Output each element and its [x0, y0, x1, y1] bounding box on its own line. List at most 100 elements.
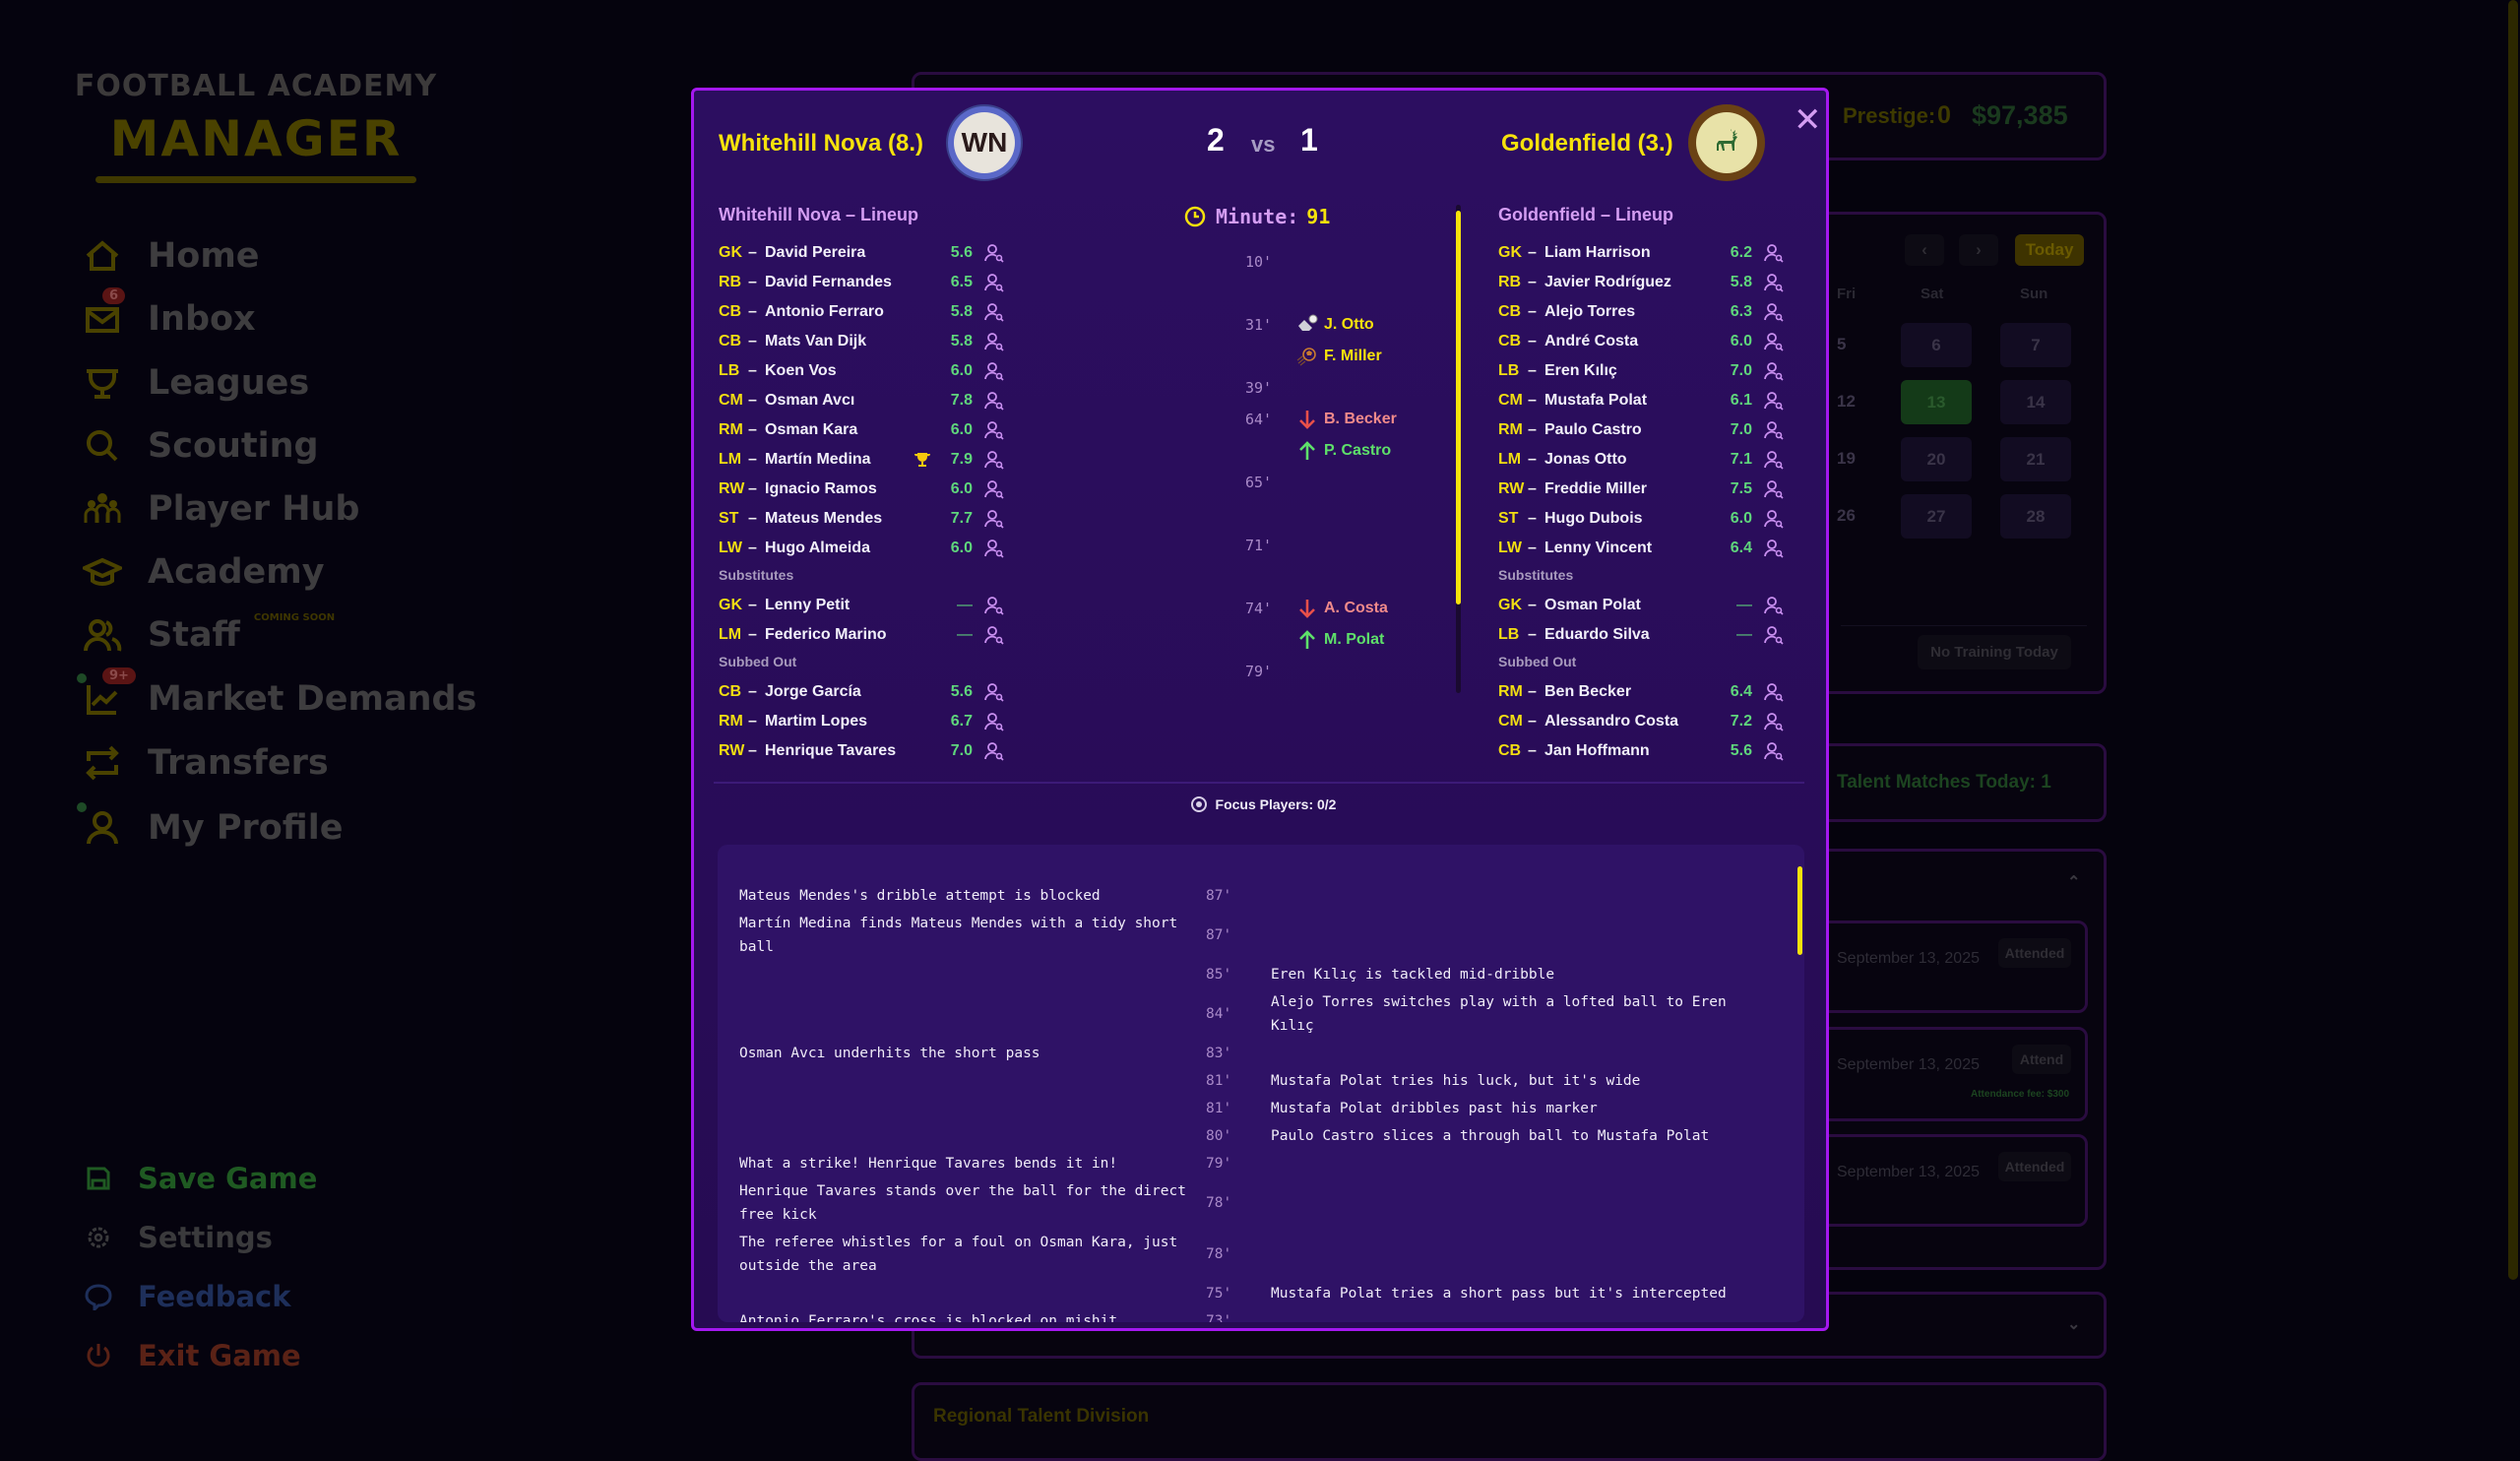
calendar-day[interactable]: 7 [2000, 323, 2071, 367]
player-profile-icon[interactable] [1764, 539, 1784, 558]
player-profile-icon[interactable] [984, 509, 1004, 529]
player-row[interactable]: LW – Hugo Almeida 6.0 [719, 536, 1012, 561]
calendar-day[interactable]: 20 [1901, 437, 1972, 481]
timeline-event[interactable]: M. Polat [1296, 627, 1384, 653]
timeline-event[interactable]: B. Becker [1296, 407, 1397, 432]
player-row[interactable]: RW – Henrique Tavares 7.0 [719, 738, 1012, 764]
player-profile-icon[interactable] [1764, 302, 1784, 322]
timeline-event[interactable]: P. Castro [1296, 438, 1391, 464]
player-profile-icon[interactable] [984, 243, 1004, 263]
timeline-event[interactable]: J. Otto [1296, 312, 1374, 338]
player-row[interactable]: LB – Eren Kılıç 7.0 [1498, 358, 1792, 384]
player-profile-icon[interactable] [1764, 509, 1784, 529]
sidebar-item-home[interactable]: Home [83, 231, 260, 281]
player-profile-icon[interactable] [984, 332, 1004, 351]
player-row[interactable]: RB – David Fernandes 6.5 [719, 270, 1012, 295]
calendar-prev-button[interactable]: ‹ [1905, 234, 1944, 266]
player-profile-icon[interactable] [984, 596, 1004, 615]
sidebar-item-inbox[interactable]: 6 Inbox [83, 287, 256, 344]
player-profile-icon[interactable] [984, 479, 1004, 499]
player-row[interactable]: CB – Mats Van Dijk 5.8 [719, 329, 1012, 354]
player-row[interactable]: LM – Martín Medina 7.9 [719, 447, 1012, 473]
chevron-down-icon[interactable]: ⌄ [2067, 1316, 2081, 1333]
calendar-day[interactable]: 21 [2000, 437, 2071, 481]
player-row[interactable]: CB – Jan Hoffmann 5.6 [1498, 738, 1792, 764]
focus-players[interactable]: Focus Players: 0/2 [694, 795, 1826, 813]
talent-matches-label[interactable]: Talent Matches Today: 1 [1837, 772, 2051, 793]
player-row[interactable]: CM – Mustafa Polat 6.1 [1498, 388, 1792, 413]
close-icon[interactable]: ✕ [1794, 100, 1822, 140]
sidebar-item-transfers[interactable]: Transfers [83, 738, 329, 788]
timeline-scroll-thumb[interactable] [1456, 211, 1461, 604]
player-row[interactable]: LB – Koen Vos 6.0 [719, 358, 1012, 384]
player-row[interactable]: ST – Mateus Mendes 7.7 [719, 506, 1012, 532]
player-row[interactable]: RW – Freddie Miller 7.5 [1498, 476, 1792, 502]
commentary-scrollbar[interactable] [1797, 855, 1802, 1317]
calendar-day[interactable]: 6 [1901, 323, 1972, 367]
commentary-feed[interactable]: Mateus Mendes's dribble attempt is block… [718, 845, 1804, 1322]
player-profile-icon[interactable] [1764, 420, 1784, 440]
calendar-day[interactable]: 5 [1837, 335, 1847, 353]
chevron-up-icon[interactable]: ⌃ [2067, 874, 2081, 891]
commentary-scroll-thumb[interactable] [1797, 866, 1802, 955]
player-profile-icon[interactable] [1764, 361, 1784, 381]
player-row[interactable]: RM – Osman Kara 6.0 [719, 417, 1012, 443]
player-profile-icon[interactable] [984, 361, 1004, 381]
player-row[interactable]: GK – Liam Harrison 6.2 [1498, 240, 1792, 266]
timeline-event[interactable]: F. Miller [1296, 344, 1382, 369]
player-profile-icon[interactable] [1764, 243, 1784, 263]
attend-button[interactable]: Attended [1998, 938, 2071, 968]
player-profile-icon[interactable] [984, 302, 1004, 322]
player-profile-icon[interactable] [984, 420, 1004, 440]
calendar-today-button[interactable]: Today [2015, 234, 2084, 266]
player-profile-icon[interactable] [984, 273, 1004, 292]
sidebar-item-market-demands[interactable]: 9+ Market Demands [77, 667, 476, 724]
player-row[interactable]: GK – Lenny Petit — [719, 593, 1012, 618]
player-row[interactable]: RM – Paulo Castro 7.0 [1498, 417, 1792, 443]
calendar-day[interactable]: 28 [2000, 494, 2071, 539]
sidebar-item-player-hub[interactable]: Player Hub [83, 484, 359, 534]
sidebar-exit-game-button[interactable]: Exit Game [85, 1334, 301, 1377]
calendar-day[interactable]: 13 [1901, 380, 1972, 424]
player-profile-icon[interactable] [1764, 625, 1784, 645]
timeline-scrollbar[interactable] [1456, 205, 1461, 693]
player-row[interactable]: RW – Ignacio Ramos 6.0 [719, 476, 1012, 502]
sidebar-feedback-button[interactable]: Feedback [85, 1275, 291, 1318]
player-row[interactable]: GK – David Pereira 5.6 [719, 240, 1012, 266]
player-row[interactable]: CM – Osman Avcı 7.8 [719, 388, 1012, 413]
close-button[interactable]: ✕ [1794, 100, 1822, 140]
player-profile-icon[interactable] [984, 682, 1004, 702]
player-row[interactable]: RB – Javier Rodríguez 5.8 [1498, 270, 1792, 295]
sidebar-settings-button[interactable]: Settings [85, 1216, 273, 1259]
calendar-day[interactable]: 26 [1837, 506, 1856, 525]
player-row[interactable]: CB – André Costa 6.0 [1498, 329, 1792, 354]
player-profile-icon[interactable] [1764, 479, 1784, 499]
player-row[interactable]: GK – Osman Polat — [1498, 593, 1792, 618]
sidebar-item-leagues[interactable]: Leagues [83, 358, 309, 408]
player-row[interactable]: CB – Jorge García 5.6 [719, 679, 1012, 705]
attend-button[interactable]: Attend [2012, 1045, 2071, 1074]
sidebar-save-game-button[interactable]: Save Game [85, 1157, 317, 1200]
player-row[interactable]: RM – Ben Becker 6.4 [1498, 679, 1792, 705]
player-row[interactable]: RM – Martim Lopes 6.7 [719, 709, 1012, 734]
calendar-day[interactable]: 14 [2000, 380, 2071, 424]
player-row[interactable]: ST – Hugo Dubois 6.0 [1498, 506, 1792, 532]
player-profile-icon[interactable] [984, 741, 1004, 761]
sidebar-item-academy[interactable]: Academy [80, 547, 325, 597]
player-row[interactable]: CM – Alessandro Costa 7.2 [1498, 709, 1792, 734]
attend-button[interactable]: Attended [1998, 1152, 2071, 1181]
calendar-day[interactable]: 27 [1901, 494, 1972, 539]
player-profile-icon[interactable] [984, 391, 1004, 411]
player-row[interactable]: LB – Eduardo Silva — [1498, 622, 1792, 648]
player-profile-icon[interactable] [1764, 332, 1784, 351]
player-profile-icon[interactable] [1764, 596, 1784, 615]
player-profile-icon[interactable] [1764, 712, 1784, 731]
sidebar-item-scouting[interactable]: Scouting [83, 421, 319, 471]
player-profile-icon[interactable] [984, 712, 1004, 731]
calendar-next-button[interactable]: › [1959, 234, 1998, 266]
player-row[interactable]: LM – Jonas Otto 7.1 [1498, 447, 1792, 473]
player-profile-icon[interactable] [984, 450, 1004, 470]
player-row[interactable]: CB – Antonio Ferraro 5.8 [719, 299, 1012, 325]
player-profile-icon[interactable] [984, 625, 1004, 645]
calendar-day[interactable]: 19 [1837, 449, 1856, 468]
